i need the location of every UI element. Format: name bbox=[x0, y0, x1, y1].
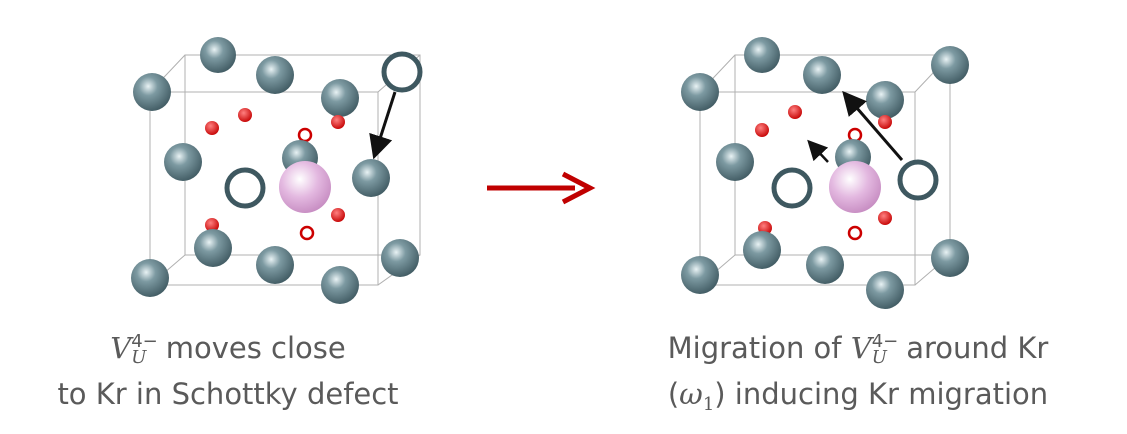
atoms-left bbox=[131, 37, 423, 304]
caption-text: Migration of bbox=[667, 331, 842, 365]
subscript: U bbox=[131, 347, 147, 368]
subscript: 1 bbox=[702, 394, 715, 415]
superscript: 4− bbox=[871, 331, 899, 352]
script: 4− U bbox=[871, 331, 899, 368]
atoms-right bbox=[681, 37, 969, 309]
math-symbol: V bbox=[850, 331, 872, 365]
superscript: 4− bbox=[131, 331, 158, 352]
caption-line: to Kr in Schottky defect bbox=[57, 377, 399, 411]
caption-text: ) inducing Kr migration bbox=[714, 377, 1049, 411]
caption-line: (ω1) inducing Kr migration bbox=[618, 371, 1098, 428]
script: 4− U bbox=[131, 331, 158, 368]
transition-arrow-head bbox=[561, 171, 596, 205]
caption-text: moves close bbox=[165, 331, 346, 365]
math-symbol: ω bbox=[679, 377, 703, 411]
subscript: U bbox=[871, 347, 887, 368]
caption-text: ( bbox=[667, 377, 680, 411]
caption-text: around Kr bbox=[906, 331, 1049, 365]
math-symbol: V bbox=[110, 331, 132, 365]
